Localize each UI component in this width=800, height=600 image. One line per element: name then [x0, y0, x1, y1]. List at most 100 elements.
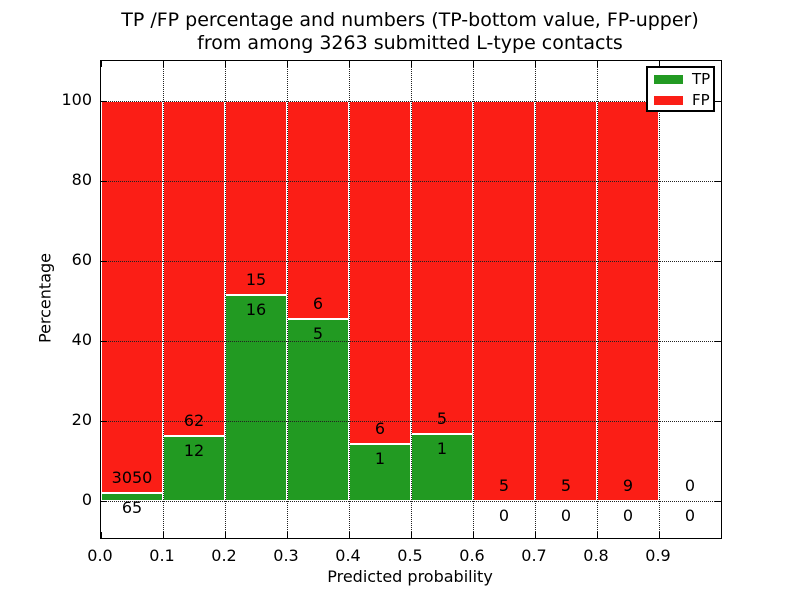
tp-count-label: 5: [312, 324, 324, 344]
fp-count-label: 5: [498, 476, 510, 495]
x-axis-tick: [348, 532, 350, 538]
y-axis-tick-right: [715, 420, 721, 422]
legend-entry-fp: FP: [648, 91, 713, 110]
grid-line-vertical: [162, 61, 164, 538]
chart-title: TP /FP percentage and numbers (TP-bottom…: [100, 9, 720, 54]
x-axis-tick: [100, 532, 102, 538]
tp-count-label: 0: [622, 506, 634, 525]
x-axis-tick-top: [100, 61, 102, 67]
x-tick-label: 0.0: [87, 546, 113, 565]
fp-count-label: 15: [245, 269, 267, 289]
grid-line-horizontal: [101, 260, 721, 262]
y-axis-tick: [101, 420, 107, 422]
x-axis-tick: [472, 532, 474, 538]
x-axis-tick: [286, 532, 288, 538]
legend-label-tp: TP: [692, 70, 711, 88]
x-axis-tick-top: [534, 61, 536, 67]
x-axis-tick-top: [658, 61, 660, 67]
plot-area: 3050 65 62 12 15 16 6 5 6 1 5 1 5 0 5 0 9 0 0 0: [100, 60, 722, 539]
grid-line-vertical: [472, 61, 474, 538]
chart-title-line1: TP /FP percentage and numbers (TP-bottom…: [121, 9, 699, 31]
y-axis-tick-right: [715, 180, 721, 182]
x-axis-tick: [224, 532, 226, 538]
y-axis-tick: [101, 340, 107, 342]
grid-line-vertical: [348, 61, 350, 538]
grid-line-vertical: [534, 61, 536, 538]
bar-tp-segment: [225, 294, 287, 501]
x-axis-tick-top: [472, 61, 474, 67]
fp-count-label: 6: [374, 418, 386, 438]
tp-count-label: 65: [121, 497, 143, 517]
x-axis-tick-top: [224, 61, 226, 67]
fp-count-label: 0: [684, 476, 696, 495]
x-tick-label: 0.9: [645, 546, 671, 565]
y-axis-tick-right: [715, 100, 721, 102]
x-tick-label: 0.1: [149, 546, 175, 565]
legend-entry-tp: TP: [648, 70, 713, 89]
x-axis-tick: [596, 532, 598, 538]
y-axis-tick-right: [715, 260, 721, 262]
x-tick-label: 0.7: [521, 546, 547, 565]
grid-line-horizontal: [101, 340, 721, 342]
bar-fp-segment: [349, 101, 411, 444]
x-tick-label: 0.6: [459, 546, 485, 565]
x-axis-tick-top: [286, 61, 288, 67]
grid-line-horizontal: [101, 100, 721, 102]
y-axis-tick: [101, 260, 107, 262]
legend-swatch-tp-icon: [654, 75, 683, 84]
x-axis-tick-top: [348, 61, 350, 67]
fp-count-label: 62: [183, 411, 205, 431]
tp-count-label: 0: [560, 506, 572, 525]
x-tick-label: 0.8: [583, 546, 609, 565]
legend-swatch-fp-icon: [654, 96, 683, 105]
legend-label-fp: FP: [692, 91, 710, 109]
tp-count-label: 16: [245, 299, 267, 319]
x-tick-label: 0.2: [211, 546, 237, 565]
legend: TP FP: [646, 66, 715, 112]
tp-count-label: 0: [684, 506, 696, 525]
fp-count-label: 3050: [111, 467, 153, 487]
bar-tp-segment: [287, 319, 349, 501]
x-axis-label: Predicted probability: [327, 567, 493, 586]
x-axis-tick: [410, 532, 412, 538]
grid-line-vertical: [596, 61, 598, 538]
tp-count-label: 12: [183, 441, 205, 461]
bar-fp-segment: [411, 101, 473, 435]
fp-count-label: 5: [436, 409, 448, 429]
grid-line-vertical: [410, 61, 412, 538]
tp-count-label: 0: [498, 506, 510, 525]
bar-fp-segment: [473, 101, 535, 501]
tp-count-label: 1: [436, 439, 448, 459]
x-tick-label: 0.4: [335, 546, 361, 565]
y-tick-label: 80: [71, 170, 92, 189]
grid-line-vertical: [224, 61, 226, 538]
grid-line-horizontal: [101, 180, 721, 182]
fp-count-label: 5: [560, 476, 572, 495]
bar-fp-segment: [597, 101, 659, 501]
fp-count-label: 9: [622, 476, 634, 495]
x-axis-tick: [534, 532, 536, 538]
y-tick-label: 60: [71, 250, 92, 269]
y-axis-tick-right: [715, 500, 721, 502]
grid-line-vertical: [658, 61, 660, 538]
tp-count-label: 1: [374, 448, 386, 468]
grid-line-horizontal: [101, 500, 721, 502]
bar-fp-segment: [163, 101, 225, 437]
y-axis-tick: [101, 100, 107, 102]
y-tick-label: 40: [71, 330, 92, 349]
fp-count-label: 6: [312, 294, 324, 314]
bar-tp-segment: [349, 443, 411, 501]
x-axis-tick-top: [596, 61, 598, 67]
bar-fp-segment: [535, 101, 597, 501]
bar-fp-segment: [225, 101, 287, 295]
grid-line-vertical: [286, 61, 288, 538]
chart-title-line2: from among 3263 submitted L-type contact…: [197, 31, 623, 54]
y-tick-label: 0: [81, 490, 92, 509]
x-axis-tick: [162, 532, 164, 538]
grid-line-horizontal: [101, 420, 721, 422]
x-tick-label: 0.5: [397, 546, 423, 565]
x-axis-tick-top: [410, 61, 412, 67]
x-axis-tick-top: [162, 61, 164, 67]
y-axis-tick: [101, 180, 107, 182]
